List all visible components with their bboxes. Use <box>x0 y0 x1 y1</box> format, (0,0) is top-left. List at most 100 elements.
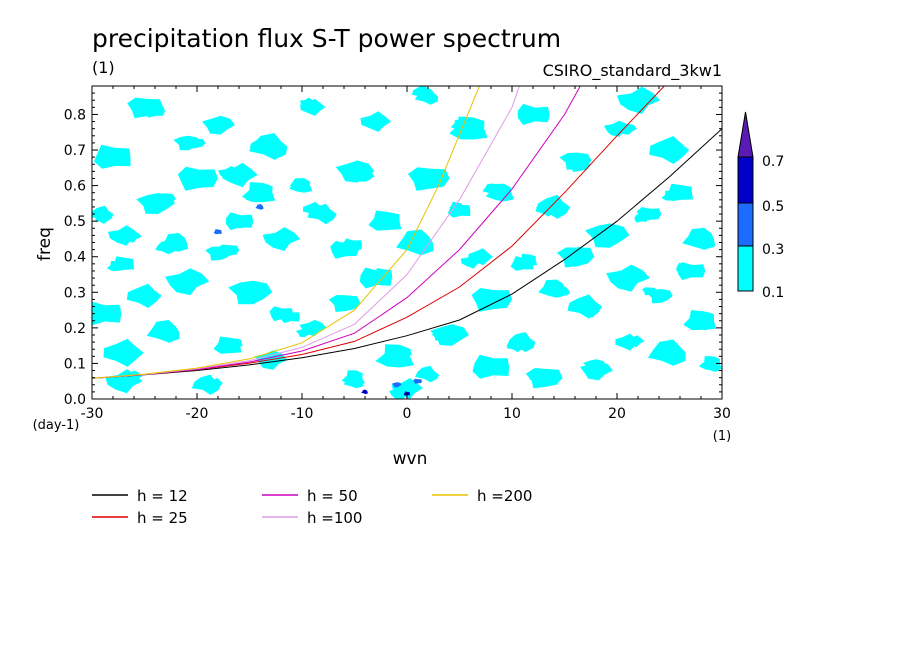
shaded-region-low <box>221 162 258 188</box>
shaded-region-low <box>249 138 271 153</box>
shaded-regions <box>92 86 722 399</box>
shaded-region-low <box>421 369 440 382</box>
dispersion-curves <box>92 86 722 379</box>
legend-entry: h = 12 <box>137 487 188 505</box>
shaded-region-low <box>302 201 324 217</box>
shaded-region-low <box>212 118 233 129</box>
colorbar-level-label: 0.7 <box>762 154 784 170</box>
x-tick-label: -10 <box>291 406 314 422</box>
shaded-region-low <box>192 170 206 180</box>
shaded-region-low <box>671 352 686 362</box>
shaded-region-low <box>266 233 282 243</box>
shaded-region-low <box>101 305 122 318</box>
legend-entry: h = 25 <box>137 509 188 527</box>
shaded-region-low <box>431 332 447 341</box>
shaded-region-mid <box>255 204 264 210</box>
shaded-region-low <box>208 378 223 388</box>
chart-subtitle-model: CSIRO_standard_3kw1 <box>543 61 722 81</box>
shaded-region-mid <box>391 382 402 388</box>
shaded-region-low <box>669 140 684 151</box>
shaded-region-low <box>378 214 392 223</box>
colorbar-segment <box>737 156 754 204</box>
shaded-region-low <box>280 310 300 324</box>
shaded-region-low <box>474 365 491 376</box>
shaded-region-low <box>262 227 301 251</box>
shaded-region-low <box>177 166 218 191</box>
shaded-region-low <box>236 220 250 229</box>
shaded-region-low <box>692 317 713 330</box>
shaded-region-mid <box>213 229 222 235</box>
shaded-region-low <box>299 97 315 108</box>
shaded-region-low <box>634 214 648 223</box>
x-axis-label: wvn <box>393 449 428 469</box>
shaded-region-low <box>482 183 499 195</box>
shaded-region-low <box>676 262 692 274</box>
colorbar-level-label: 0.1 <box>762 285 784 301</box>
shaded-region-low <box>144 105 165 118</box>
y-tick-label: 0.7 <box>64 143 86 159</box>
shaded-region-low <box>155 240 176 255</box>
shaded-region-low <box>334 300 352 311</box>
shaded-region-low <box>134 291 150 301</box>
colorbar-extension <box>737 111 754 158</box>
y-tick-label: 0.8 <box>64 107 86 123</box>
shaded-region-low <box>122 230 142 243</box>
y-tick-label: 0.2 <box>64 321 86 337</box>
x-tick-label: 10 <box>503 406 521 422</box>
shaded-region-low <box>389 386 413 399</box>
shaded-region-low <box>625 335 645 348</box>
shaded-region-low <box>460 254 483 269</box>
shaded-region-low <box>186 138 206 149</box>
shaded-region-low <box>582 305 600 318</box>
shaded-region-low <box>242 292 261 303</box>
shaded-region-low <box>399 239 417 252</box>
shaded-region-low <box>104 345 127 361</box>
shaded-region-low <box>156 320 173 333</box>
x-tick-label: -20 <box>186 406 209 422</box>
series-line-5 <box>92 86 480 379</box>
shaded-region-low <box>289 178 307 190</box>
shaded-region-low <box>450 119 468 131</box>
y-tick-label: 0.6 <box>64 179 86 195</box>
y-axis-unit: (day-1) <box>33 418 80 433</box>
chart-title: precipitation flux S-T power spectrum <box>92 24 561 53</box>
shaded-region-low <box>95 214 110 224</box>
colorbar-segment <box>737 245 754 292</box>
shaded-region-low <box>183 271 204 283</box>
colorbar-segment <box>737 202 754 247</box>
y-tick-label: 0.5 <box>64 214 86 230</box>
shaded-region-low <box>424 173 445 187</box>
shaded-region-low <box>395 229 434 256</box>
shaded-region-low <box>295 328 312 338</box>
colorbar-level-label: 0.5 <box>762 199 784 215</box>
legend: h = 12 h = 25 h = 50 h =100 h =200 <box>92 487 532 527</box>
shaded-region-low <box>112 156 126 165</box>
shaded-region-low <box>218 166 241 181</box>
x-tick-label: 30 <box>713 406 731 422</box>
y-tick-label: 0.4 <box>64 250 86 266</box>
shaded-region-low <box>373 268 393 281</box>
shaded-region-low <box>661 190 679 201</box>
colorbar-level-label: 0.3 <box>762 242 784 258</box>
shaded-region-low <box>687 229 708 244</box>
x-axis-unit: (1) <box>713 429 731 444</box>
shaded-region-low <box>632 100 648 110</box>
shaded-region-low <box>479 289 496 301</box>
shaded-region-low <box>603 120 631 137</box>
x-tick-label: 20 <box>608 406 626 422</box>
legend-entry: h =100 <box>307 509 362 527</box>
shaded-region-low <box>343 374 364 389</box>
x-tick-label: -30 <box>81 406 104 422</box>
shaded-region-low <box>506 340 525 353</box>
shaded-region-low <box>106 260 124 271</box>
shaded-region-low <box>245 191 262 203</box>
shaded-region-low <box>411 86 433 100</box>
shaded-region-low <box>616 86 661 114</box>
shaded-region-low <box>611 271 636 286</box>
shaded-region-low <box>506 332 536 352</box>
shaded-region-low <box>430 324 469 346</box>
series-line-1 <box>92 128 722 379</box>
shaded-region-low <box>706 363 720 372</box>
chart-subtitle-units: (1) <box>92 58 115 77</box>
shaded-region-low <box>229 338 243 347</box>
